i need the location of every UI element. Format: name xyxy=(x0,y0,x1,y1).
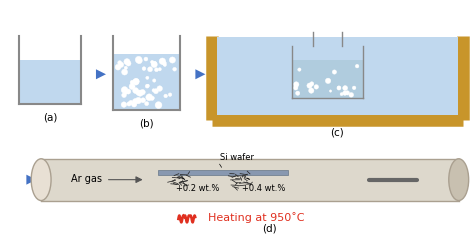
Circle shape xyxy=(152,89,155,92)
Circle shape xyxy=(164,94,167,98)
Circle shape xyxy=(310,82,314,86)
Circle shape xyxy=(349,92,354,97)
Circle shape xyxy=(127,102,131,106)
Ellipse shape xyxy=(31,159,51,201)
Bar xyxy=(292,60,363,98)
Circle shape xyxy=(154,89,158,94)
Circle shape xyxy=(135,56,142,63)
Circle shape xyxy=(141,98,146,103)
Circle shape xyxy=(307,83,312,88)
Circle shape xyxy=(337,86,340,89)
Circle shape xyxy=(151,96,155,99)
Circle shape xyxy=(124,66,128,69)
Circle shape xyxy=(151,60,154,64)
Circle shape xyxy=(298,68,301,71)
Circle shape xyxy=(325,78,331,83)
Circle shape xyxy=(343,91,347,95)
Circle shape xyxy=(115,64,121,70)
Circle shape xyxy=(144,57,148,61)
Circle shape xyxy=(131,102,137,107)
Ellipse shape xyxy=(449,159,469,201)
Bar xyxy=(41,159,459,201)
Circle shape xyxy=(162,61,166,65)
Circle shape xyxy=(164,63,166,67)
Circle shape xyxy=(343,86,347,91)
Circle shape xyxy=(122,93,127,98)
Circle shape xyxy=(153,79,156,82)
Circle shape xyxy=(158,68,161,71)
Circle shape xyxy=(133,78,139,85)
Circle shape xyxy=(146,76,149,79)
Bar xyxy=(217,38,458,115)
Circle shape xyxy=(145,102,149,106)
Circle shape xyxy=(146,84,149,87)
Circle shape xyxy=(309,88,314,93)
Text: +0.4 wt.%: +0.4 wt.% xyxy=(242,178,285,193)
Circle shape xyxy=(145,84,149,88)
Circle shape xyxy=(157,86,163,91)
Circle shape xyxy=(168,93,172,96)
Circle shape xyxy=(152,61,157,66)
Circle shape xyxy=(293,82,299,87)
Circle shape xyxy=(121,87,128,93)
Circle shape xyxy=(356,64,359,68)
Circle shape xyxy=(159,58,165,65)
Circle shape xyxy=(155,68,158,72)
Circle shape xyxy=(142,67,146,70)
Bar xyxy=(158,170,288,175)
Circle shape xyxy=(132,98,138,104)
Circle shape xyxy=(136,90,141,95)
Text: (c): (c) xyxy=(330,128,344,138)
Circle shape xyxy=(150,97,154,100)
Circle shape xyxy=(151,61,157,68)
Circle shape xyxy=(130,80,134,84)
Circle shape xyxy=(340,93,343,96)
Circle shape xyxy=(329,90,332,92)
Circle shape xyxy=(121,102,127,107)
Circle shape xyxy=(134,78,139,84)
Circle shape xyxy=(126,61,131,66)
Circle shape xyxy=(122,69,128,75)
Circle shape xyxy=(337,86,341,90)
Circle shape xyxy=(169,57,175,63)
Circle shape xyxy=(140,90,146,95)
Circle shape xyxy=(293,85,298,90)
Circle shape xyxy=(352,86,356,90)
Circle shape xyxy=(129,100,133,105)
Circle shape xyxy=(147,67,153,72)
Text: (b): (b) xyxy=(139,118,154,128)
Text: (a): (a) xyxy=(43,112,57,122)
Circle shape xyxy=(126,89,131,94)
Circle shape xyxy=(133,88,138,93)
Circle shape xyxy=(296,91,300,95)
Circle shape xyxy=(137,58,142,64)
Circle shape xyxy=(137,90,143,96)
Circle shape xyxy=(124,59,130,65)
Text: Si wafer: Si wafer xyxy=(220,153,254,162)
Bar xyxy=(113,54,180,110)
Text: +0.2 wt.%: +0.2 wt.% xyxy=(176,178,220,193)
Circle shape xyxy=(314,85,319,89)
Circle shape xyxy=(146,94,153,101)
Bar xyxy=(19,60,81,104)
Circle shape xyxy=(124,90,128,94)
Circle shape xyxy=(135,97,142,104)
Circle shape xyxy=(173,67,176,71)
Circle shape xyxy=(118,62,124,68)
Text: Heating at 950˚C: Heating at 950˚C xyxy=(201,212,305,223)
Circle shape xyxy=(129,83,135,90)
Text: (d): (d) xyxy=(263,223,277,233)
Circle shape xyxy=(118,61,122,65)
Text: Ar gas: Ar gas xyxy=(71,174,102,184)
Circle shape xyxy=(332,70,337,74)
Circle shape xyxy=(155,102,162,108)
Circle shape xyxy=(345,91,349,95)
